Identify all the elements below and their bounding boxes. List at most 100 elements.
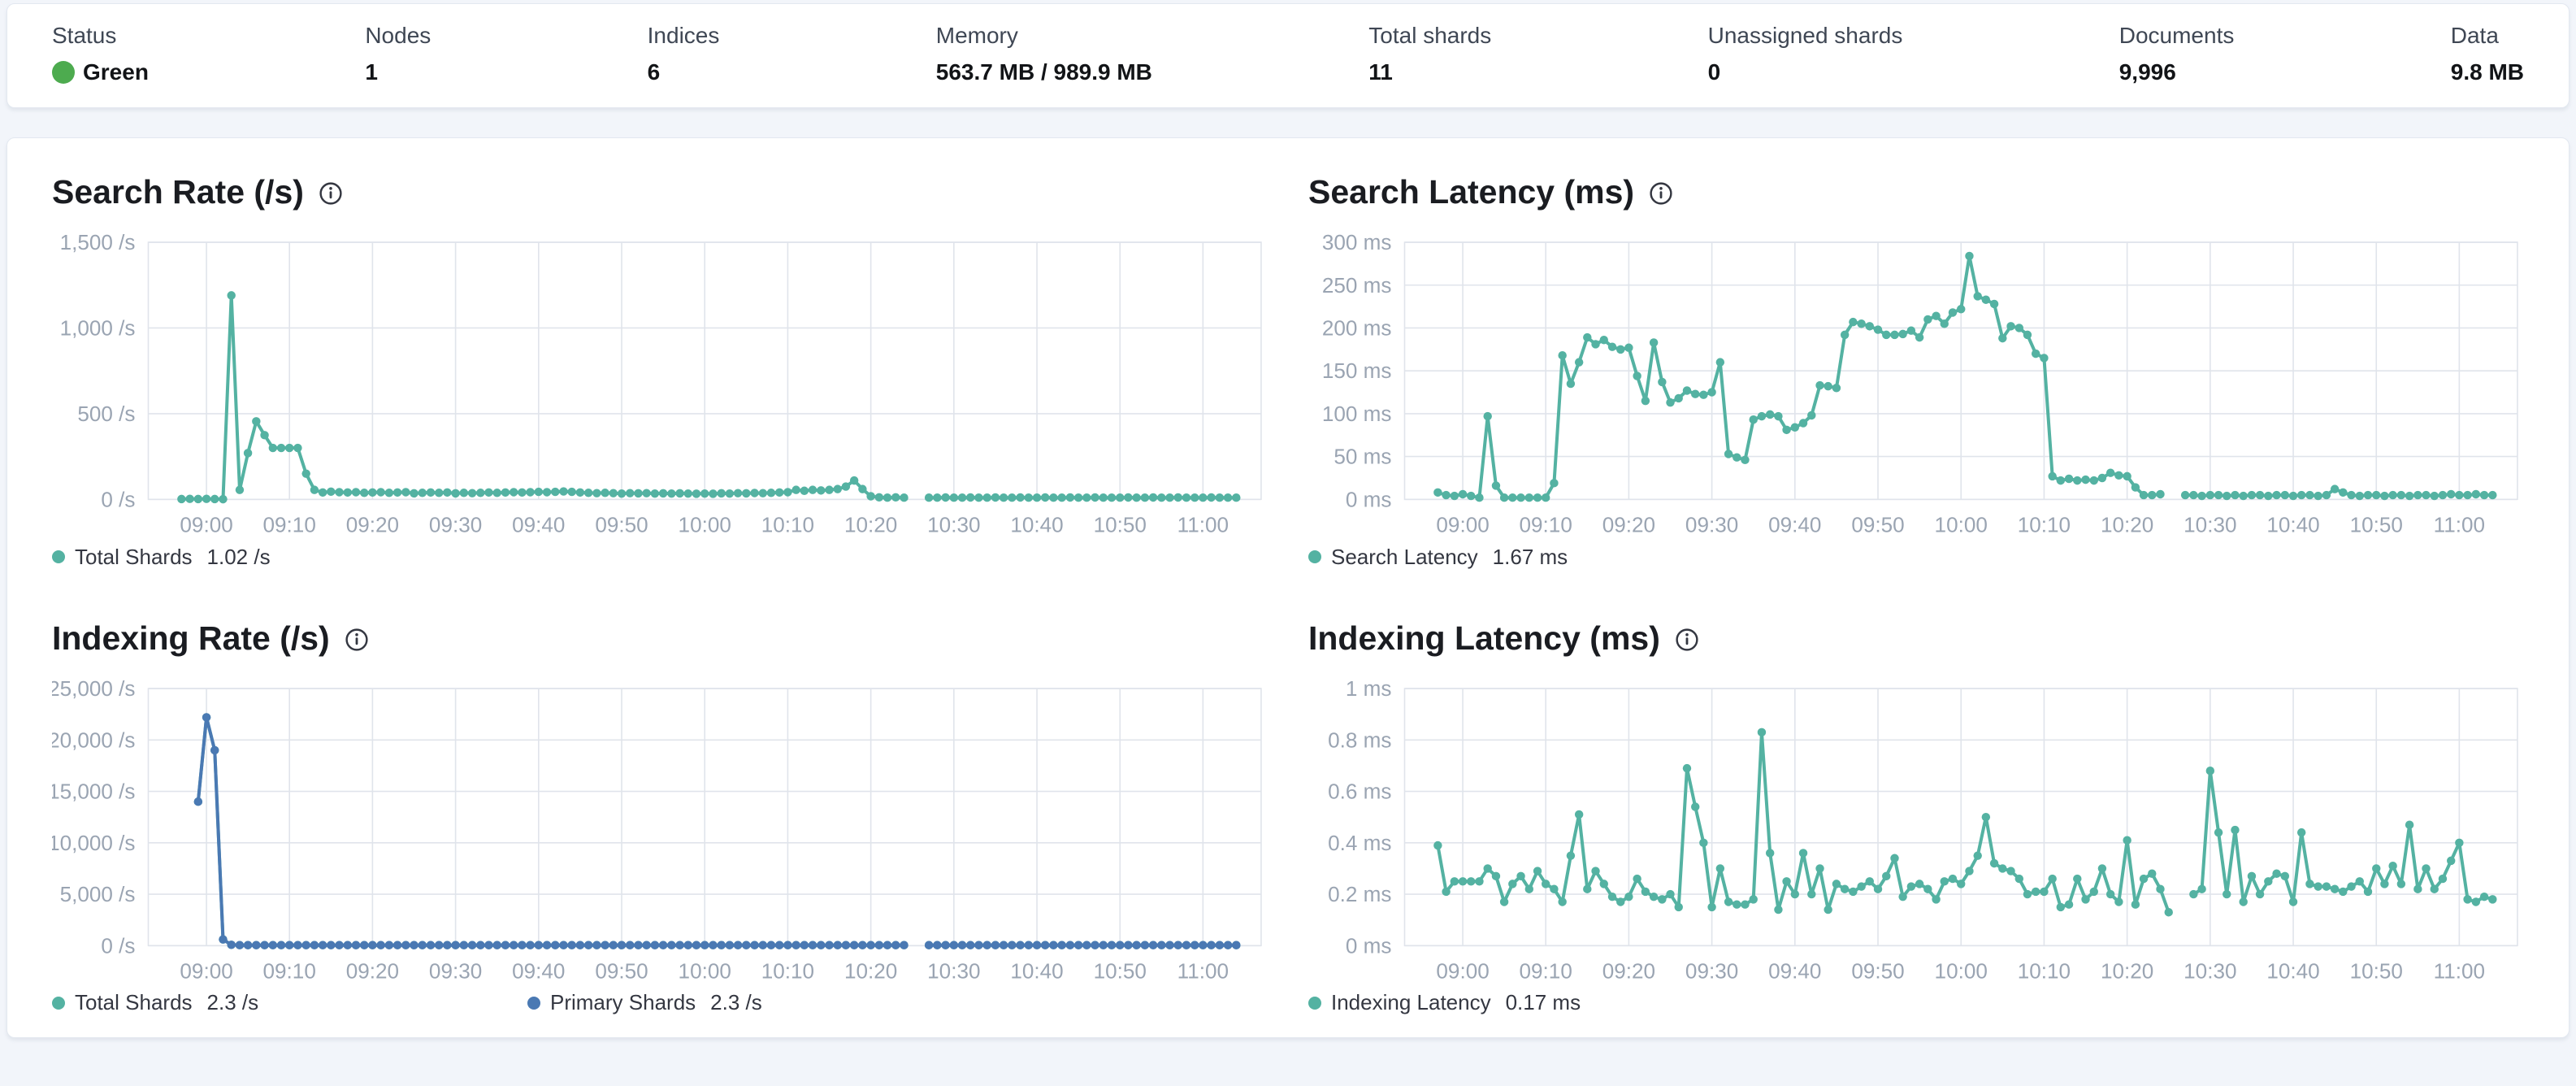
stat-label: Nodes <box>365 23 432 48</box>
stat-value: Green <box>83 59 149 85</box>
chart-title-search-rate[interactable]: Search Rate (/s) <box>52 173 304 211</box>
svg-text:11:00: 11:00 <box>2434 958 2485 983</box>
info-icon[interactable] <box>319 181 343 206</box>
svg-text:09:30: 09:30 <box>1685 512 1738 536</box>
cluster-status-bar: Status Green Nodes 1 Indices 6 Memory 56… <box>7 3 2569 108</box>
stat-memory: Memory 563.7 MB / 989.9 MB <box>936 22 1152 86</box>
info-icon[interactable] <box>1649 181 1673 206</box>
svg-text:11:00: 11:00 <box>1177 512 1229 536</box>
stat-total-shards: Total shards 11 <box>1368 22 1491 86</box>
stat-label: Indices <box>647 23 720 48</box>
svg-text:10:30: 10:30 <box>927 512 980 536</box>
stat-value: 1 <box>365 59 378 85</box>
svg-text:09:50: 09:50 <box>595 958 648 983</box>
svg-text:10:40: 10:40 <box>2266 512 2319 536</box>
chart-indexing-rate: Indexing Rate (/s) 0 /s 5,000 /s 10,000 /s… <box>52 619 1268 1016</box>
svg-text:10:00: 10:00 <box>1935 958 1988 983</box>
stat-value: 9,996 <box>2118 59 2176 85</box>
svg-text:10:10: 10:10 <box>761 512 814 536</box>
legend-item[interactable]: Total Shards 1.02 /s <box>52 545 527 570</box>
svg-text:10:50: 10:50 <box>2350 512 2403 536</box>
svg-text:09:00: 09:00 <box>1436 512 1489 536</box>
svg-text:0 /s: 0 /s <box>101 933 135 958</box>
stat-value: 6 <box>647 59 661 85</box>
svg-text:11:00: 11:00 <box>1177 958 1229 983</box>
svg-text:10:30: 10:30 <box>2184 958 2236 983</box>
indexing-latency-line-chart[interactable]: 0 ms 0.2 ms 0.4 ms 0.6 ms 0.8 ms 1 ms 09:00 09:… <box>1308 679 2524 989</box>
svg-text:09:20: 09:20 <box>346 958 399 983</box>
svg-text:10:50: 10:50 <box>1094 512 1147 536</box>
legend-dot-icon <box>527 996 540 1010</box>
svg-text:09:20: 09:20 <box>1602 958 1655 983</box>
legend-item[interactable]: Primary Shards 2.3 /s <box>527 990 1003 1015</box>
health-status-dot-icon <box>52 61 75 84</box>
svg-text:10:00: 10:00 <box>679 512 731 536</box>
svg-text:10:30: 10:30 <box>2184 512 2236 536</box>
legend-series-label: Search Latency <box>1331 544 1478 569</box>
search-latency-line-chart[interactable]: 0 ms 50 ms 100 ms 150 ms 200 ms 250 ms 300 ms 0… <box>1308 232 2524 543</box>
svg-text:10:40: 10:40 <box>2266 958 2319 983</box>
info-icon[interactable] <box>345 628 369 652</box>
svg-text:100 ms: 100 ms <box>1322 402 1392 426</box>
svg-text:10:50: 10:50 <box>2350 958 2403 983</box>
svg-text:09:00: 09:00 <box>180 512 232 536</box>
svg-text:0.2 ms: 0.2 ms <box>1328 882 1391 906</box>
svg-text:10:40: 10:40 <box>1010 958 1063 983</box>
stat-label: Documents <box>2118 23 2235 48</box>
svg-text:5,000 /s: 5,000 /s <box>60 882 136 906</box>
legend-series-value: 2.3 /s <box>710 990 762 1015</box>
svg-text:10:00: 10:00 <box>679 958 731 983</box>
svg-text:15,000 /s: 15,000 /s <box>52 779 135 803</box>
stat-value: 563.7 MB / 989.9 MB <box>935 59 1152 85</box>
chart-title-indexing-latency[interactable]: Indexing Latency (ms) <box>1308 619 1660 657</box>
chart-legend: Search Latency 1.67 ms <box>1308 545 2524 570</box>
legend-series-value: 2.3 /s <box>206 990 259 1015</box>
stat-status: Status Green <box>52 22 149 86</box>
legend-series-value: 0.17 ms <box>1505 990 1581 1015</box>
svg-text:10:20: 10:20 <box>2101 512 2153 536</box>
chart-legend: Total Shards 1.02 /s <box>52 545 1268 570</box>
svg-text:09:50: 09:50 <box>595 512 648 536</box>
legend-series-label: Total Shards <box>75 544 193 569</box>
svg-text:10:30: 10:30 <box>927 958 980 983</box>
svg-text:150 ms: 150 ms <box>1322 358 1392 383</box>
legend-series-label: Indexing Latency <box>1331 990 1491 1015</box>
stat-label: Unassigned shards <box>1707 23 1903 48</box>
svg-text:10:10: 10:10 <box>2018 512 2071 536</box>
chart-title-indexing-rate[interactable]: Indexing Rate (/s) <box>52 619 330 657</box>
svg-text:1,000 /s: 1,000 /s <box>60 316 136 341</box>
legend-item[interactable]: Indexing Latency 0.17 ms <box>1308 990 1784 1015</box>
stat-value: 0 <box>1707 59 1721 85</box>
svg-text:250 ms: 250 ms <box>1322 273 1392 298</box>
svg-text:09:30: 09:30 <box>429 512 482 536</box>
svg-text:09:10: 09:10 <box>1520 512 1572 536</box>
svg-text:09:50: 09:50 <box>1851 512 1904 536</box>
chart-legend: Indexing Latency 0.17 ms <box>1308 990 2524 1015</box>
svg-text:0 ms: 0 ms <box>1346 487 1392 511</box>
svg-text:10:50: 10:50 <box>1094 958 1147 983</box>
info-icon[interactable] <box>1675 628 1699 652</box>
legend-dot-icon <box>1308 550 1321 564</box>
legend-item[interactable]: Search Latency 1.67 ms <box>1308 545 1784 570</box>
stat-value: 9.8 MB <box>2450 59 2524 85</box>
legend-item[interactable]: Total Shards 2.3 /s <box>52 990 527 1015</box>
svg-text:20,000 /s: 20,000 /s <box>52 728 135 752</box>
chart-title-search-latency[interactable]: Search Latency (ms) <box>1308 173 1635 211</box>
legend-dot-icon <box>52 996 65 1010</box>
svg-text:10:10: 10:10 <box>761 958 814 983</box>
svg-text:10:10: 10:10 <box>2018 958 2071 983</box>
svg-text:10:00: 10:00 <box>1935 512 1988 536</box>
svg-text:0.8 ms: 0.8 ms <box>1328 728 1391 752</box>
stat-nodes: Nodes 1 <box>365 22 431 86</box>
search-rate-line-chart[interactable]: 0 /s 500 /s 1,000 /s 1,500 /s 09:00 09:10 09:2… <box>52 232 1268 543</box>
svg-text:09:00: 09:00 <box>1436 958 1489 983</box>
chart-legend: Total Shards 2.3 /s Primary Shards 2.3 /s <box>52 990 1268 1015</box>
svg-text:25,000 /s: 25,000 /s <box>52 679 135 701</box>
svg-text:0 ms: 0 ms <box>1346 933 1392 958</box>
svg-text:50 ms: 50 ms <box>1334 445 1391 469</box>
legend-series-value: 1.02 /s <box>206 544 271 569</box>
indexing-rate-line-chart[interactable]: 0 /s 5,000 /s 10,000 /s 15,000 /s 20,000 /s 2… <box>52 679 1268 989</box>
chart-indexing-latency: Indexing Latency (ms) 0 ms 0.2 ms 0.4 ms 0.… <box>1308 619 2524 1016</box>
svg-text:10,000 /s: 10,000 /s <box>52 830 135 854</box>
svg-text:09:30: 09:30 <box>429 958 482 983</box>
